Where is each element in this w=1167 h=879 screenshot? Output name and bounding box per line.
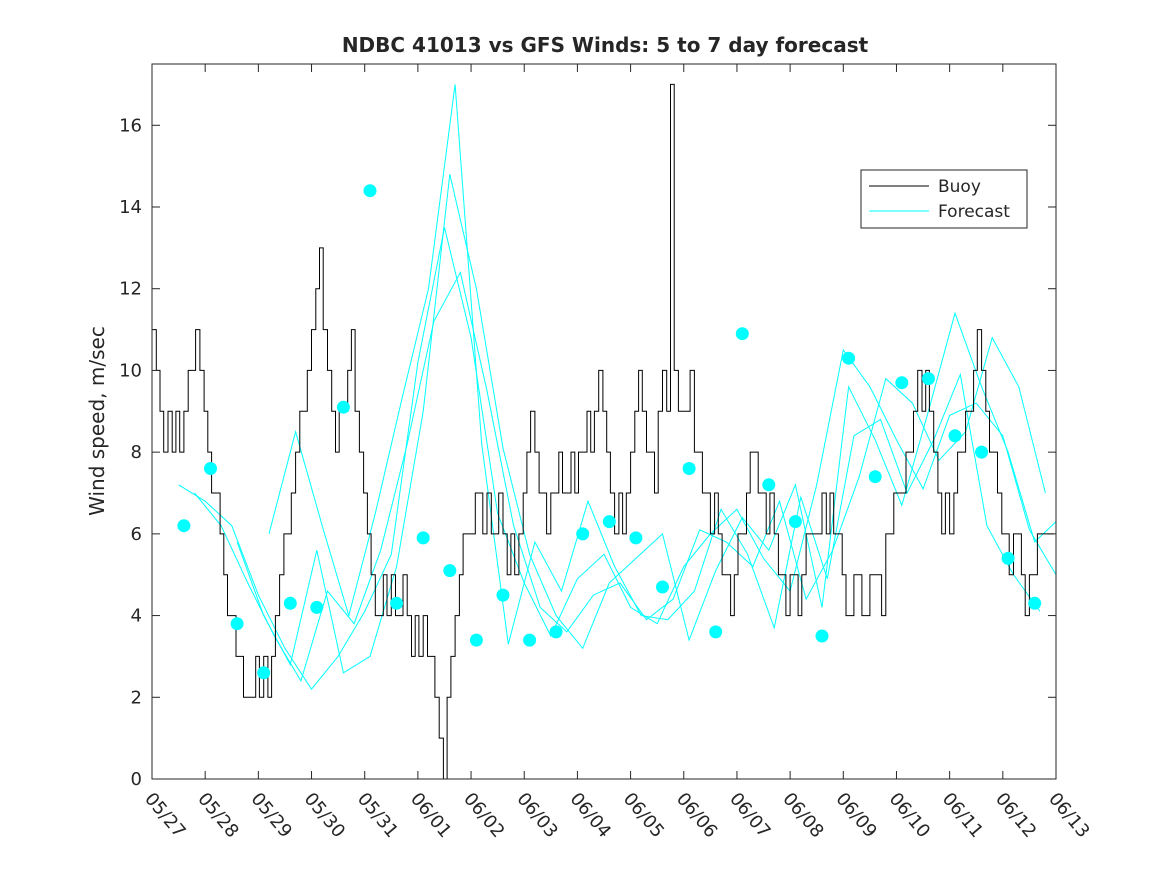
x-tick-label: 06/10: [885, 789, 934, 842]
forecast-point: [204, 462, 217, 475]
forecast-point: [629, 531, 643, 545]
y-tick-label: 6: [131, 524, 142, 545]
x-tick-label: 06/07: [725, 789, 774, 842]
x-tick-label: 05/31: [353, 789, 402, 842]
buoy-series: [152, 83, 1054, 780]
buoy-line: [152, 83, 1054, 780]
forecast-point: [257, 666, 271, 680]
y-axis-ticks: 0 2 4 6 8 10 12 14 16: [119, 115, 1056, 790]
axes-box: [151, 63, 1057, 780]
x-tick-label: 06/05: [619, 789, 668, 842]
x-tick-label: 05/27: [140, 789, 189, 842]
x-tick-label: 05/28: [193, 789, 242, 842]
forecast-point: [336, 400, 350, 414]
forecast-point: [921, 372, 935, 386]
forecast-line: [268, 84, 1041, 645]
x-tick-label: 06/01: [406, 789, 455, 842]
x-tick-label: 05/29: [247, 789, 296, 842]
forecast-point: [576, 527, 590, 541]
y-axis-label: Wind speed, m/sec: [85, 326, 109, 516]
forecast-line: [178, 227, 1057, 690]
y-tick-label: 14: [119, 197, 142, 218]
forecast-point: [602, 515, 616, 529]
forecast-point: [1028, 596, 1042, 610]
x-tick-label: 06/04: [566, 789, 615, 842]
forecast-point: [895, 376, 909, 390]
forecast-point: [762, 478, 776, 492]
y-tick-label: 0: [131, 769, 142, 790]
x-tick-label: 06/13: [1044, 789, 1093, 842]
forecast-point: [310, 600, 324, 614]
x-tick-label: 06/11: [938, 789, 987, 842]
forecast-point: [283, 596, 297, 610]
forecast-point: [656, 580, 669, 594]
y-tick-label: 16: [119, 115, 142, 136]
forecast-point: [390, 596, 404, 610]
legend: Buoy Forecast: [860, 169, 1028, 229]
forecast-point: [735, 327, 749, 341]
y-tick-label: 10: [119, 360, 142, 381]
forecast-line: [194, 270, 1046, 683]
forecast-point: [788, 515, 802, 529]
forecast-line: [236, 174, 1057, 674]
y-tick-label: 4: [131, 606, 142, 627]
forecast-point: [177, 519, 191, 533]
x-tick-label: 06/03: [512, 789, 561, 842]
forecast-point: [443, 564, 457, 578]
forecast-point: [948, 429, 962, 443]
x-tick-label: 05/30: [300, 789, 349, 842]
forecast-series: [178, 84, 1057, 690]
forecast-point: [815, 629, 829, 643]
y-tick-label: 2: [131, 687, 142, 708]
forecast-point: [549, 625, 563, 639]
x-tick-label: 06/12: [991, 789, 1040, 842]
x-tick-label: 06/02: [459, 789, 508, 842]
x-tick-label: 06/06: [672, 789, 721, 842]
legend-forecast-label: Forecast: [938, 202, 1010, 222]
forecast-point: [523, 633, 537, 647]
forecast-point: [230, 617, 244, 631]
forecast-point: [868, 470, 882, 484]
x-tick-label: 06/09: [831, 789, 880, 842]
y-tick-label: 12: [119, 279, 142, 300]
y-tick-label: 8: [131, 442, 142, 463]
forecast-point: [842, 351, 856, 365]
forecast-points: [177, 184, 1042, 680]
chart-title: NDBC 41013 vs GFS Winds: 5 to 7 day fore…: [342, 33, 869, 57]
forecast-point: [682, 462, 696, 475]
forecast-point: [1001, 551, 1015, 565]
forecast-point: [496, 588, 510, 602]
forecast-point: [469, 633, 483, 647]
x-tick-label: 06/08: [778, 789, 827, 842]
forecast-point: [416, 531, 430, 545]
forecast-point: [363, 184, 377, 198]
forecast-point: [709, 625, 723, 639]
legend-buoy-label: Buoy: [938, 177, 981, 197]
legend-box: [860, 169, 1028, 229]
forecast-point: [975, 445, 989, 459]
